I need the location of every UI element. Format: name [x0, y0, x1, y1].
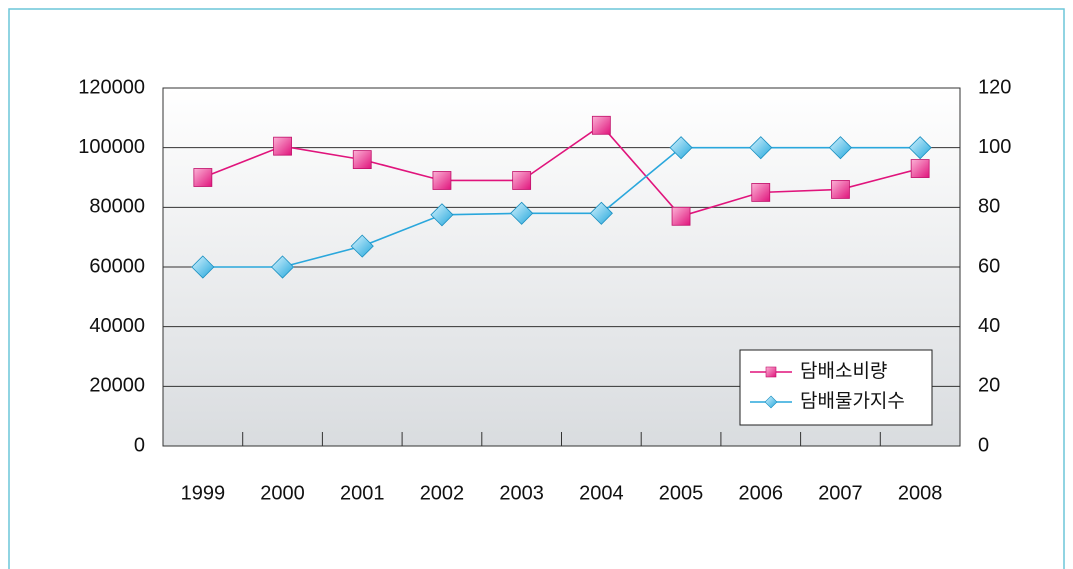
legend-label: 담배소비량: [800, 360, 887, 382]
x-tick-label: 2005: [659, 482, 704, 504]
legend-marker: [765, 366, 777, 378]
x-tick-label: 2000: [260, 482, 305, 504]
marker: [350, 234, 374, 258]
marker: [430, 203, 454, 227]
marker: [589, 201, 613, 225]
y2-tick-label: 20: [978, 375, 1000, 397]
y-tick-label: 40000: [89, 315, 145, 337]
x-tick-label: 2003: [499, 482, 544, 504]
marker: [432, 171, 452, 190]
y-tick-label: 100000: [78, 136, 145, 158]
y2-tick-label: 0: [978, 434, 989, 456]
y2-tick-label: 40: [978, 315, 1000, 337]
marker: [669, 136, 693, 160]
y-tick-label: 20000: [89, 375, 145, 397]
y-tick-label: 0: [134, 434, 145, 456]
marker: [671, 206, 691, 226]
marker: [828, 136, 853, 160]
marker: [908, 136, 932, 160]
y2-tick-label: 60: [978, 255, 1000, 277]
y2-tick-label: 100: [978, 136, 1011, 158]
marker: [273, 136, 292, 156]
y-tick-label: 80000: [89, 196, 145, 218]
marker: [512, 171, 532, 190]
marker: [352, 150, 372, 170]
series-line: [202, 124, 921, 218]
y-tick-label: 120000: [78, 76, 145, 98]
x-tick-label: 2008: [898, 482, 943, 504]
y2-tick-label: 120: [978, 76, 1011, 98]
marker: [591, 115, 611, 135]
x-tick-label: 2001: [340, 482, 385, 504]
x-tick-label: 2006: [739, 482, 784, 504]
legend-label: 담배물가지수: [800, 390, 905, 412]
x-tick-label: 1999: [181, 482, 226, 504]
x-tick-label: 2007: [818, 482, 863, 504]
marker: [831, 180, 850, 199]
legend-marker: [764, 395, 778, 409]
legend-box: [739, 349, 933, 426]
frame: [8, 8, 1065, 569]
x-tick-label: 2002: [420, 482, 465, 504]
marker: [510, 201, 534, 225]
marker: [751, 183, 771, 202]
marker: [191, 255, 215, 279]
marker: [749, 136, 773, 160]
y2-tick-label: 80: [978, 196, 1000, 218]
marker: [910, 159, 930, 178]
series-line: [202, 146, 921, 268]
x-tick-label: 2004: [579, 482, 624, 504]
marker: [193, 168, 213, 187]
marker: [270, 255, 295, 279]
y-tick-label: 60000: [89, 255, 145, 277]
